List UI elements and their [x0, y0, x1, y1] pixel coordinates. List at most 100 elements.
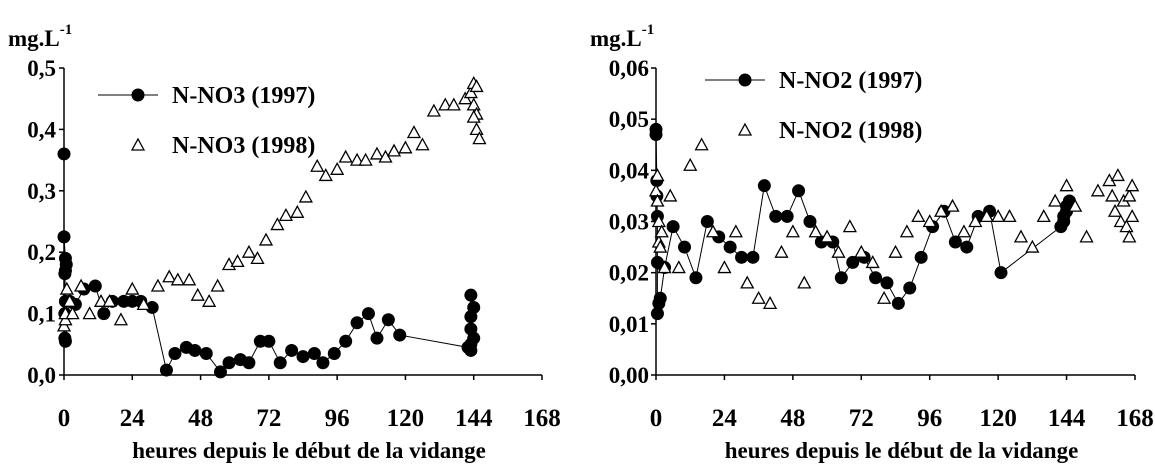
data-point	[683, 157, 698, 171]
y-unit-label: mg.L-1	[8, 22, 72, 51]
y-tick-label: 0,0	[27, 363, 56, 388]
data-point	[831, 244, 846, 258]
data-point	[93, 293, 109, 307]
data-point	[1122, 188, 1137, 202]
data-point	[1013, 229, 1029, 243]
data-point	[735, 250, 749, 264]
data-point	[723, 240, 737, 254]
data-point	[65, 306, 80, 320]
data-point	[834, 271, 848, 285]
legend-label: N-NO3 (1998)	[172, 133, 315, 159]
data-point	[358, 152, 373, 166]
data-point	[273, 356, 287, 370]
data-point	[188, 343, 202, 357]
data-point	[270, 217, 285, 231]
x-tick-label: 120	[387, 405, 425, 432]
data-point	[250, 250, 265, 264]
data-point	[751, 290, 766, 304]
data-point	[406, 125, 422, 139]
x-tick-label: 0	[650, 405, 663, 432]
data-point	[82, 306, 97, 320]
data-point	[991, 209, 1006, 223]
data-point	[880, 276, 894, 290]
data-point	[891, 296, 905, 310]
x-tick-label: 48	[780, 405, 805, 432]
data-point	[774, 244, 789, 258]
data-point	[398, 140, 413, 154]
data-point	[854, 244, 869, 258]
data-point	[1105, 188, 1120, 202]
data-point	[182, 272, 197, 286]
x-tick-label: 168	[1116, 405, 1154, 432]
data-point	[393, 328, 407, 342]
data-point	[307, 347, 321, 361]
data-point	[426, 103, 441, 117]
data-point	[911, 209, 926, 223]
data-point	[1048, 193, 1063, 207]
data-point	[877, 290, 892, 304]
data-point	[210, 278, 225, 292]
data-point	[159, 363, 173, 377]
data-point	[296, 350, 310, 364]
data-point	[650, 168, 665, 182]
data-point	[59, 281, 74, 295]
data-point	[808, 224, 823, 238]
data-point	[1025, 239, 1040, 253]
data-point	[58, 334, 72, 348]
data-point	[689, 271, 703, 285]
data-point	[717, 260, 732, 274]
data-point	[956, 224, 972, 238]
data-point	[136, 297, 151, 311]
x-tick-label: 168	[523, 405, 561, 432]
x-tick-label: 72	[849, 405, 874, 432]
data-point	[262, 334, 276, 348]
x-tick-label: 96	[325, 405, 350, 432]
y-tick-label: 0,04	[609, 158, 650, 183]
data-point	[241, 244, 257, 258]
data-point	[1110, 168, 1125, 182]
data-point	[1057, 215, 1071, 228]
y-tick-label: 0,5	[27, 56, 56, 81]
data-point	[903, 281, 917, 295]
data-point	[705, 224, 721, 238]
data-point	[869, 271, 883, 285]
legend-label: N-NO2 (1998)	[779, 118, 922, 144]
y-tick-label: 0,03	[609, 210, 649, 235]
y-tick-label: 0,3	[27, 179, 56, 204]
data-point	[57, 230, 71, 244]
data-point	[415, 137, 430, 151]
data-point	[1059, 178, 1074, 192]
x-tick-label: 0	[58, 405, 71, 432]
data-point	[464, 310, 478, 324]
legend-entry-1: N-NO3 (1997)	[98, 83, 315, 109]
data-point	[994, 266, 1008, 280]
data-point	[1068, 198, 1083, 212]
data-point	[888, 244, 903, 258]
data-point	[899, 224, 914, 238]
data-point	[88, 279, 102, 293]
legend-marker	[130, 137, 146, 151]
data-point	[922, 214, 937, 228]
data-point	[653, 291, 667, 305]
data-point	[258, 232, 274, 246]
data-point	[310, 158, 325, 172]
y-tick-label: 0,00	[609, 363, 649, 388]
x-tick-label: 144	[455, 405, 493, 432]
data-point	[819, 229, 835, 243]
data-point	[1002, 209, 1017, 223]
data-point	[769, 209, 783, 223]
data-point	[285, 343, 299, 357]
data-point	[464, 288, 478, 302]
data-point	[338, 149, 353, 163]
x-tick-label: 24	[120, 405, 146, 432]
data-point	[73, 278, 89, 292]
data-point	[316, 356, 330, 370]
data-point	[162, 269, 177, 283]
data-point	[968, 214, 983, 228]
data-point	[150, 278, 165, 292]
data-point	[62, 293, 77, 307]
data-point	[678, 240, 692, 254]
data-point	[948, 235, 962, 249]
series-2	[56, 75, 487, 332]
